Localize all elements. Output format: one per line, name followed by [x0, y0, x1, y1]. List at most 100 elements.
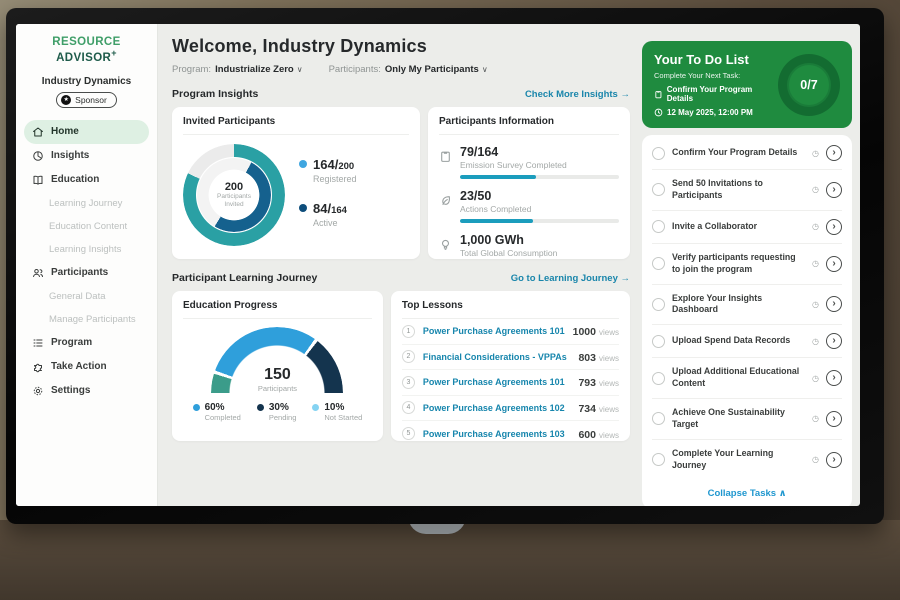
- home-icon: [33, 127, 43, 137]
- task-go-button[interactable]: ›: [826, 145, 842, 161]
- task-row[interactable]: Upload Additional Educational Content ◷ …: [652, 358, 842, 399]
- task-go-button[interactable]: ›: [826, 370, 842, 387]
- task-checkbox[interactable]: [652, 371, 665, 385]
- participants-dropdown[interactable]: Participants: Only My Participants ∨: [329, 64, 488, 75]
- task-label: Complete Your Learning Journey: [672, 447, 774, 470]
- task-row[interactable]: Upload Spend Data Records ◷ ›: [652, 325, 842, 359]
- views-suffix: views: [598, 404, 619, 414]
- invited-label: Invited: [224, 201, 244, 208]
- sidebar-item-participants[interactable]: Participants: [24, 261, 149, 285]
- task-clock-icon: ◷: [812, 299, 819, 309]
- registered-label: Registered: [313, 173, 357, 184]
- lesson-link[interactable]: Power Purchase Agreements 101: [422, 326, 565, 337]
- pending-pct: 30%: [268, 402, 289, 413]
- sidebar: RESOURCE ADVISOR+ Industry Dynamics ★ Sp…: [16, 24, 158, 506]
- sidebar-item-learning-journey[interactable]: Learning Journey: [24, 192, 149, 215]
- education-gauge-chart: 150 Participants: [211, 327, 344, 393]
- task-label: Verify participants requesting to join t…: [672, 251, 796, 274]
- sidebar-item-home[interactable]: Home: [24, 119, 149, 144]
- invited-participants-card: Invited Participants 200 Participants In…: [172, 107, 420, 259]
- task-label: Confirm Your Program Details: [672, 147, 798, 158]
- program-dropdown[interactable]: Program: Industrialize Zero ∨: [172, 64, 303, 75]
- legend-pending: 30% Pending: [256, 402, 296, 422]
- lesson-link[interactable]: Power Purchase Agreements 103: [422, 428, 565, 439]
- lesson-link[interactable]: Power Purchase Agreements 102: [422, 402, 565, 413]
- lesson-row: 2 Financial Considerations - VPPAs 803 vi…: [401, 345, 619, 370]
- sidebar-item-label: Program: [51, 337, 93, 349]
- views-suffix: views: [598, 379, 619, 389]
- program-label: Program:: [172, 64, 212, 75]
- sidebar-item-label: Take Action: [51, 361, 107, 373]
- chevron-down-icon: ∨: [481, 65, 488, 74]
- task-clock-icon: ◷: [812, 222, 819, 232]
- task-go-button[interactable]: ›: [826, 296, 842, 313]
- sidebar-item-label: Settings: [51, 385, 91, 397]
- sidebar-item-manage-participants[interactable]: Manage Participants: [24, 308, 149, 331]
- task-checkbox[interactable]: [652, 334, 665, 348]
- lesson-link[interactable]: Financial Considerations - VPPAs: [422, 351, 567, 362]
- task-go-button[interactable]: ›: [826, 451, 842, 468]
- task-checkbox[interactable]: [652, 183, 665, 197]
- actions-completed-stat: 23/50 Actions Completed: [439, 189, 619, 223]
- active-dot-icon: [299, 203, 307, 212]
- check-more-insights-link[interactable]: Check More Insights →: [525, 89, 630, 100]
- task-row[interactable]: Verify participants requesting to join t…: [652, 244, 842, 285]
- sidebar-item-label: Insights: [51, 150, 90, 162]
- task-checkbox[interactable]: [652, 146, 665, 160]
- org-name: Industry Dynamics: [41, 75, 132, 87]
- go-to-learning-journey-link[interactable]: Go to Learning Journey →: [511, 273, 630, 284]
- todo-column: Your To Do List Complete Your Next Task:…: [642, 24, 860, 506]
- lesson-rank: 4: [401, 401, 415, 415]
- stat-value: 23/50: [460, 189, 492, 203]
- sidebar-item-label: General Data: [49, 290, 106, 302]
- task-go-button[interactable]: ›: [826, 333, 842, 350]
- lesson-link[interactable]: Power Purchase Agreements 101: [422, 377, 565, 388]
- sidebar-item-settings[interactable]: Settings: [24, 379, 149, 403]
- sidebar-item-general-data[interactable]: General Data: [24, 285, 149, 308]
- sidebar-item-education-content[interactable]: Education Content: [24, 215, 149, 238]
- task-checkbox[interactable]: [652, 220, 665, 234]
- task-go-button[interactable]: ›: [826, 255, 842, 272]
- completed-label: Completed: [204, 413, 241, 422]
- lesson-views: 1000: [572, 326, 596, 339]
- not-started-label: Not Started: [324, 413, 363, 422]
- task-clock-icon: ◷: [812, 148, 819, 158]
- sidebar-item-label: Learning Insights: [49, 243, 122, 255]
- leaf-icon: [442, 196, 450, 206]
- lesson-views: 803: [578, 351, 596, 364]
- task-checkbox[interactable]: [652, 257, 665, 271]
- sidebar-item-learning-insights[interactable]: Learning Insights: [24, 238, 149, 261]
- survey-icon: [441, 151, 450, 162]
- next-task-label: Confirm Your Program Details: [666, 85, 753, 103]
- sidebar-item-program[interactable]: Program: [24, 331, 149, 355]
- sidebar-item-education[interactable]: Education: [24, 168, 149, 192]
- active-value: 84/: [313, 200, 332, 216]
- task-go-button[interactable]: ›: [826, 218, 842, 235]
- arrow-right-icon: →: [620, 88, 631, 100]
- sidebar-item-insights[interactable]: Insights: [24, 144, 149, 168]
- task-row[interactable]: Confirm Your Program Details ◷ ›: [652, 137, 842, 170]
- sidebar-item-label: Education Content: [49, 220, 128, 232]
- task-row[interactable]: Invite a Collaborator ◷ ›: [652, 211, 842, 244]
- task-row[interactable]: Complete Your Learning Journey ◷ ›: [652, 440, 842, 480]
- task-checkbox[interactable]: [652, 297, 665, 311]
- task-row[interactable]: Explore Your Insights Dashboard ◷ ›: [652, 285, 842, 326]
- task-row[interactable]: Achieve One Sustainability Target ◷ ›: [652, 399, 842, 440]
- stat-label: Actions Completed: [460, 204, 532, 214]
- task-checkbox[interactable]: [652, 412, 665, 426]
- lesson-views: 793: [578, 377, 596, 390]
- task-checkbox[interactable]: [652, 453, 665, 467]
- task-go-button[interactable]: ›: [826, 410, 842, 427]
- active-label: Active: [313, 217, 338, 228]
- task-row[interactable]: Send 50 Invitations to Participants ◷ ›: [652, 170, 842, 211]
- program-insights-title: Program Insights: [172, 88, 259, 100]
- monitor-bezel: RESOURCE ADVISOR+ Industry Dynamics ★ Sp…: [6, 8, 884, 524]
- task-label: Send 50 Invitations to Participants: [672, 178, 763, 200]
- task-go-button[interactable]: ›: [826, 181, 842, 198]
- task-label: Upload Additional Educational Content: [672, 366, 800, 389]
- task-label: Invite a Collaborator: [672, 220, 758, 231]
- collapse-tasks-link[interactable]: Collapse Tasks ∧: [652, 480, 842, 507]
- stat-value: 1,000 GWh: [460, 233, 524, 247]
- sidebar-item-take-action[interactable]: Take Action: [24, 355, 149, 379]
- main-content: Welcome, Industry Dynamics Program: Indus…: [158, 24, 642, 506]
